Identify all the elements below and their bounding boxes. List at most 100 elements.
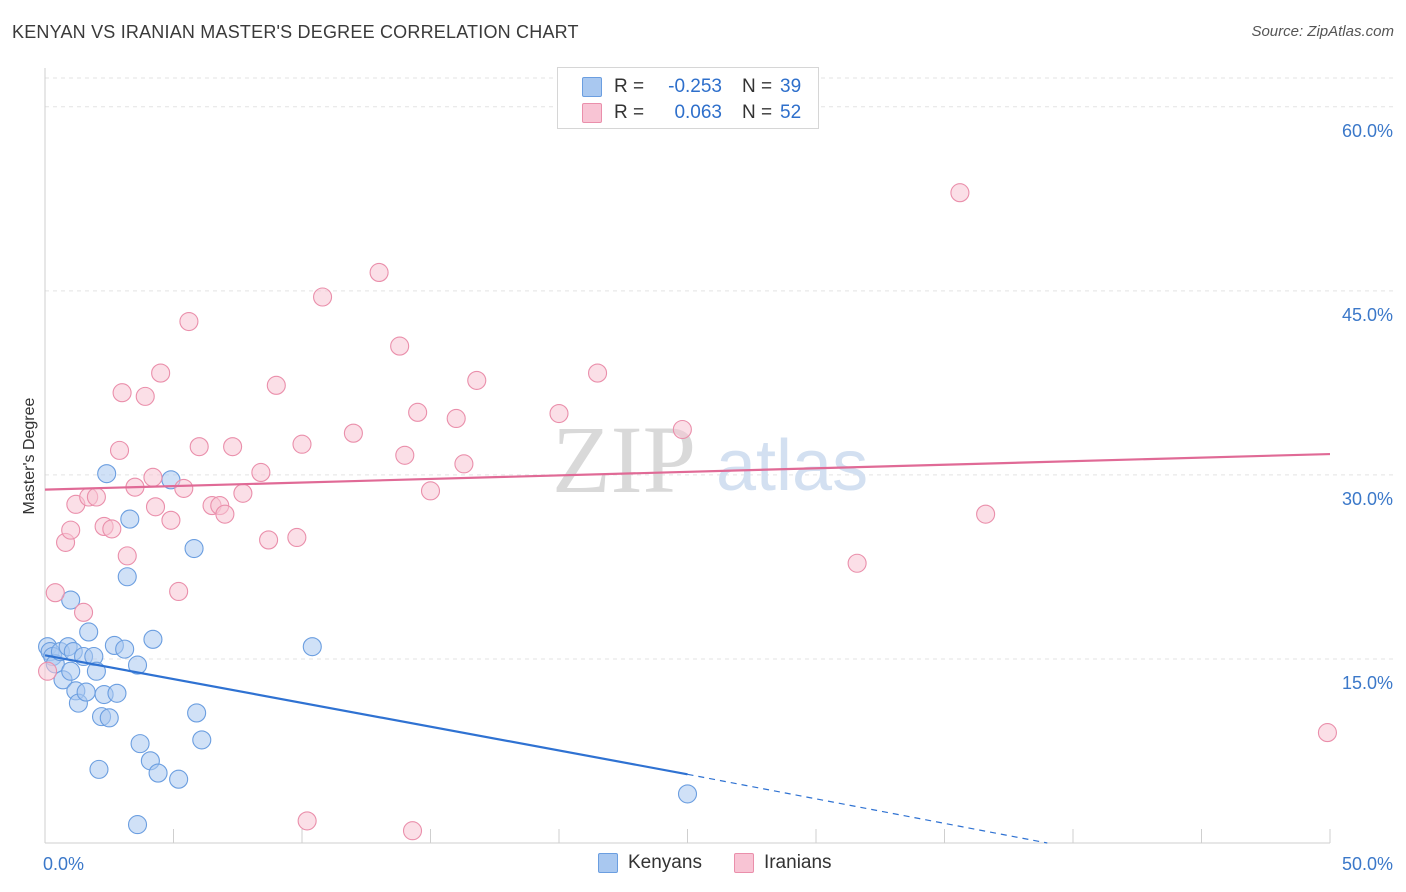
data-point <box>587 363 608 383</box>
data-point <box>74 602 94 622</box>
data-point <box>976 504 996 524</box>
legend-n-value: 39 <box>780 76 802 97</box>
data-point <box>302 637 322 657</box>
data-point <box>117 546 137 566</box>
data-point <box>184 538 204 559</box>
series-legend: Kenyans Iranians <box>598 852 864 874</box>
data-point <box>38 661 58 681</box>
data-point <box>117 567 137 587</box>
data-point <box>187 703 207 723</box>
legend-n-label: N = <box>742 76 773 97</box>
data-point <box>61 520 81 540</box>
legend-r-label: R = <box>614 102 645 123</box>
data-point <box>402 821 423 841</box>
data-point <box>189 437 209 457</box>
data-point <box>677 784 698 804</box>
series-points <box>38 183 1337 841</box>
data-point <box>192 730 212 750</box>
data-point <box>102 519 122 539</box>
legend-row-iranians: R = 0.063 N = 52 <box>582 101 801 125</box>
legend-swatch-iranians <box>733 853 754 873</box>
data-point <box>215 504 235 524</box>
data-point <box>86 487 106 507</box>
data-point <box>127 655 148 675</box>
data-point <box>549 404 569 424</box>
data-point <box>169 581 189 602</box>
data-point <box>109 440 130 460</box>
data-point <box>251 462 271 483</box>
watermark-zip: ZIP <box>552 406 696 513</box>
y-tick-label: 45.0% <box>1342 305 1393 325</box>
data-point <box>151 363 171 383</box>
data-point <box>145 497 166 517</box>
legend-swatch-kenyans <box>598 853 618 873</box>
trend-line-iranians <box>44 452 1331 491</box>
data-point <box>259 530 279 550</box>
data-point <box>127 815 148 835</box>
legend-swatch-iranians <box>582 103 602 123</box>
data-point <box>1317 723 1337 743</box>
legend-swatch-kenyans <box>582 77 602 97</box>
data-point <box>313 287 333 307</box>
data-point <box>97 464 117 484</box>
data-point <box>120 509 140 529</box>
data-point <box>454 454 474 474</box>
x-tick-label-min: 0.0% <box>43 854 84 874</box>
series-kenyans <box>38 464 698 835</box>
chart-title: KENYAN VS IRANIAN MASTER'S DEGREE CORREL… <box>12 22 579 42</box>
y-tick-labels: 15.0% 30.0% 45.0% 60.0% <box>1342 121 1393 693</box>
data-point <box>390 336 410 356</box>
data-point <box>107 683 127 703</box>
y-tick-label: 15.0% <box>1342 673 1393 693</box>
gridlines <box>45 77 1395 660</box>
data-point <box>76 682 96 702</box>
data-point <box>266 375 286 395</box>
watermark: ZIP atlas <box>552 406 868 513</box>
data-point <box>292 434 312 454</box>
legend-item-kenyans[interactable]: Kenyans <box>598 852 702 874</box>
legend-r-value: 0.063 <box>674 102 722 123</box>
data-point <box>179 311 199 332</box>
legend-n-value: 52 <box>780 102 802 123</box>
legend-r-label: R = <box>614 76 645 97</box>
legend-label-iranians: Iranians <box>763 852 832 873</box>
data-point <box>135 386 155 406</box>
legend-label-kenyans: Kenyans <box>628 852 702 873</box>
legend-item-iranians[interactable]: Iranians <box>733 852 832 874</box>
data-point <box>408 402 428 422</box>
data-point <box>467 370 487 390</box>
data-point <box>112 383 132 403</box>
data-point <box>148 763 168 783</box>
correlation-legend: R = -0.253 N = 39 R = 0.063 N = 52 <box>557 67 819 129</box>
data-point <box>45 583 65 603</box>
data-point <box>161 510 181 530</box>
data-point <box>79 622 99 642</box>
data-point <box>115 639 135 659</box>
watermark-atlas: atlas <box>716 426 868 506</box>
data-point <box>950 183 970 203</box>
data-point <box>446 408 466 429</box>
data-point <box>143 629 163 649</box>
data-point <box>287 527 307 548</box>
data-point <box>174 478 194 498</box>
data-point <box>143 467 163 487</box>
data-point <box>61 590 81 610</box>
x-tick-labels: 0.0% 50.0% <box>43 854 1393 874</box>
data-point <box>99 708 119 728</box>
trend-line-kenyans <box>44 654 688 776</box>
trend-line-extension <box>687 773 1048 844</box>
data-point <box>369 262 389 283</box>
y-tick-label: 30.0% <box>1342 489 1393 509</box>
series-iranians <box>38 183 1337 841</box>
axes <box>44 68 1331 844</box>
chart-source: Source: ZipAtlas.com <box>1251 23 1394 40</box>
data-point <box>343 423 363 443</box>
data-point <box>420 481 441 501</box>
y-tick-label: 60.0% <box>1342 121 1393 141</box>
data-point <box>89 759 109 779</box>
data-point <box>395 445 415 465</box>
data-point <box>61 661 81 681</box>
data-point <box>130 734 150 754</box>
data-point <box>233 483 253 503</box>
